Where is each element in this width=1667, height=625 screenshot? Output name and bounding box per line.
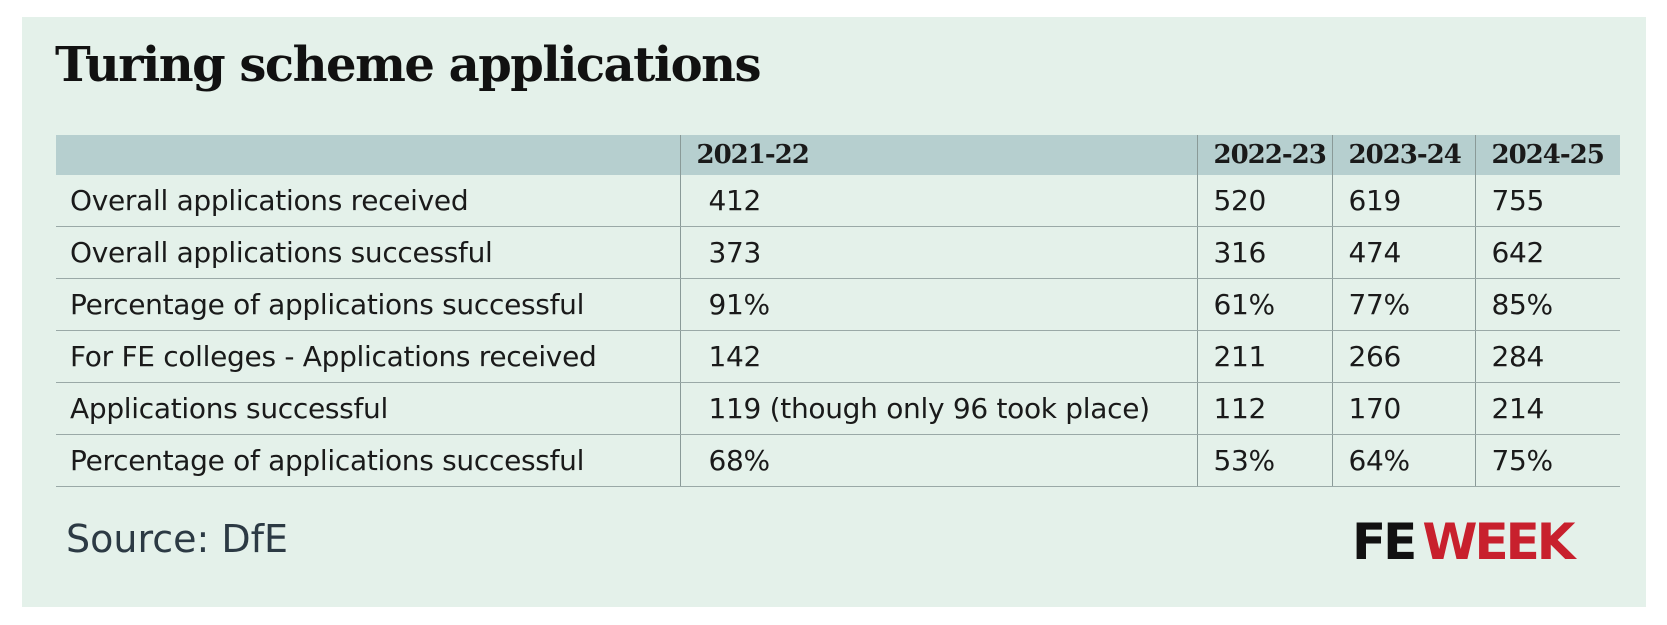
column-header-2021-22: 2021-22	[679, 135, 1197, 175]
table-cell: 520	[1196, 175, 1332, 227]
table-cell: 53%	[1196, 434, 1332, 487]
table-cell: 85%	[1474, 278, 1620, 331]
table-cell: 68%	[679, 434, 1197, 487]
table-cell: 91%	[679, 278, 1197, 331]
row-label: Percentage of applications successful	[56, 278, 680, 331]
chart-card: Turing scheme applications 2021-22 2022-…	[22, 17, 1646, 607]
table-row: Percentage of applications successful 91…	[56, 278, 1620, 331]
table-row: Overall applications successful 373 316 …	[56, 226, 1620, 279]
row-label: Percentage of applications successful	[56, 434, 680, 487]
fe-week-logo: FE WEEK	[1352, 517, 1576, 567]
data-table: 2021-22 2022-23 2023-24 2024-25 Overall …	[56, 135, 1620, 487]
table-cell: 373	[679, 226, 1197, 279]
chart-title: Turing scheme applications	[55, 37, 762, 93]
table-cell: 214	[1474, 382, 1620, 435]
table-cell: 316	[1196, 226, 1332, 279]
table-cell: 284	[1474, 330, 1620, 383]
table-cell: 75%	[1474, 434, 1620, 487]
table-row: Applications successful 119 (though only…	[56, 382, 1620, 435]
table-cell: 64%	[1331, 434, 1475, 487]
table-cell: 266	[1331, 330, 1475, 383]
logo-week: WEEK	[1422, 513, 1575, 571]
row-label: Overall applications successful	[56, 226, 680, 279]
source-note: Source: DfE	[66, 517, 289, 561]
table-row: Percentage of applications successful 68…	[56, 434, 1620, 487]
table-row: Overall applications received 412 520 61…	[56, 175, 1620, 227]
table-cell: 119 (though only 96 took place)	[679, 382, 1197, 435]
table-cell: 211	[1196, 330, 1332, 383]
column-header-2022-23: 2022-23	[1196, 135, 1332, 175]
row-label: Applications successful	[56, 382, 680, 435]
row-label: For FE colleges - Applications received	[56, 330, 680, 383]
table-cell: 412	[679, 175, 1197, 227]
table-row: For FE colleges - Applications received …	[56, 330, 1620, 383]
row-label: Overall applications received	[56, 175, 680, 227]
column-header-label	[56, 135, 680, 175]
table-cell: 142	[679, 330, 1197, 383]
table-cell: 474	[1331, 226, 1475, 279]
table-cell: 755	[1474, 175, 1620, 227]
column-header-2024-25: 2024-25	[1474, 135, 1620, 175]
table-cell: 642	[1474, 226, 1620, 279]
table-cell: 170	[1331, 382, 1475, 435]
table-cell: 61%	[1196, 278, 1332, 331]
table-cell: 619	[1331, 175, 1475, 227]
table-cell: 77%	[1331, 278, 1475, 331]
logo-fe: FE	[1352, 513, 1417, 571]
table-header-row: 2021-22 2022-23 2023-24 2024-25	[56, 135, 1620, 175]
table-cell: 112	[1196, 382, 1332, 435]
column-header-2023-24: 2023-24	[1331, 135, 1475, 175]
